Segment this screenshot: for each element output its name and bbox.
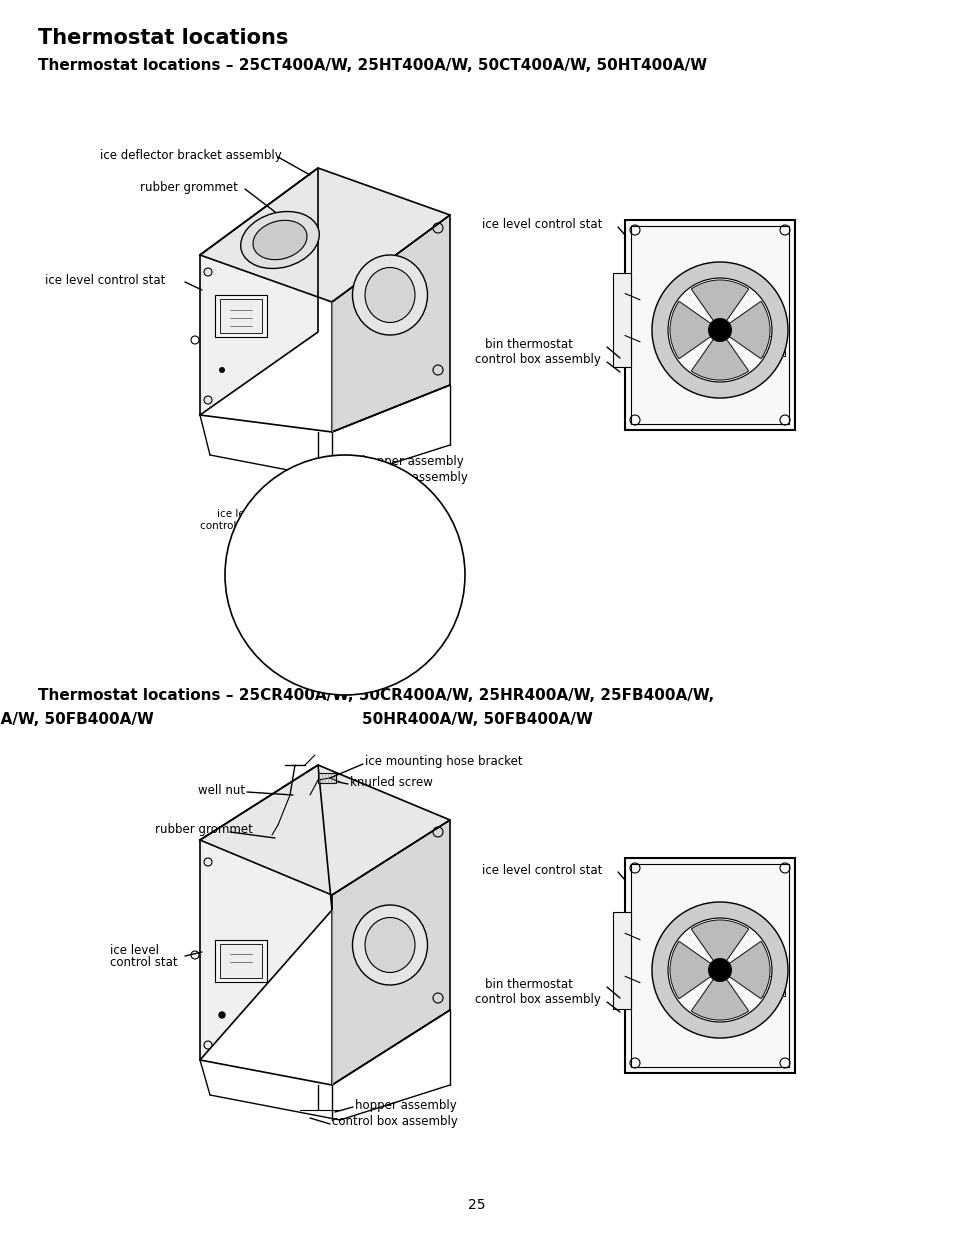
Bar [220, 944, 262, 978]
Text: Thermostat locations – 25CR400A/W, 50CR400A/W, 25HR400A/W, 25FB400A/W,: Thermostat locations – 25CR400A/W, 50CR4… [38, 688, 714, 703]
Text: hopper assembly: hopper assembly [361, 456, 463, 468]
Text: well nut: well nut [197, 783, 245, 797]
Text: control box assembly: control box assembly [475, 993, 600, 1007]
Polygon shape [200, 764, 450, 895]
Bar [613, 911, 630, 1009]
Text: Hand bend
cap tube
end to approx.
45° as shown: Hand bend cap tube end to approx. 45° as… [252, 551, 328, 595]
Text: control box assembly: control box assembly [332, 1115, 457, 1129]
Text: control box assembly: control box assembly [341, 472, 467, 484]
Wedge shape [691, 280, 748, 330]
Bar [613, 273, 630, 367]
Text: .75"
(20mm): .75" (20mm) [379, 509, 421, 531]
Polygon shape [332, 215, 450, 432]
Text: ice level control stat: ice level control stat [481, 219, 601, 231]
Text: hopper assembly: hopper assembly [355, 1098, 456, 1112]
Text: ice level
control stat: ice level control stat [200, 509, 260, 531]
Bar [630, 226, 788, 424]
Text: 25: 25 [468, 1198, 485, 1212]
Ellipse shape [253, 220, 307, 259]
Text: 50HR400A/W, 50FB400A/W: 50HR400A/W, 50FB400A/W [361, 713, 592, 727]
Text: ice level control stat: ice level control stat [481, 863, 601, 877]
Text: knurled screw: knurled screw [350, 776, 433, 788]
Text: bin thermostat: bin thermostat [484, 338, 572, 352]
Wedge shape [669, 301, 720, 358]
Wedge shape [720, 301, 769, 358]
Wedge shape [651, 902, 787, 1037]
Bar [273, 550, 417, 585]
Text: ice mounting hose bracket: ice mounting hose bracket [365, 756, 522, 768]
Text: control stat: control stat [110, 956, 177, 968]
Wedge shape [669, 941, 720, 999]
Ellipse shape [352, 905, 427, 986]
Text: rubber grommet: rubber grommet [140, 180, 237, 194]
Bar [288, 555, 313, 580]
Circle shape [707, 317, 731, 342]
Ellipse shape [352, 254, 427, 335]
Bar [317, 553, 337, 582]
Bar [760, 976, 784, 997]
Text: rubber grommet: rubber grommet [154, 824, 253, 836]
Bar [268, 545, 422, 590]
Text: ice level control stat: ice level control stat [45, 273, 165, 287]
Circle shape [707, 958, 731, 982]
Bar [630, 864, 788, 1067]
Polygon shape [200, 168, 450, 303]
Bar [624, 858, 794, 1073]
Bar [214, 295, 267, 337]
Text: ice deflector bracket assembly: ice deflector bracket assembly [100, 148, 281, 162]
Text: 50HR400A/W, 50FB400A/W: 50HR400A/W, 50FB400A/W [0, 713, 153, 727]
Bar [317, 773, 335, 783]
Polygon shape [200, 764, 332, 1060]
Ellipse shape [365, 268, 415, 322]
Wedge shape [691, 969, 748, 1020]
Ellipse shape [365, 918, 415, 972]
Circle shape [225, 454, 464, 695]
Text: ice level: ice level [110, 944, 159, 956]
Wedge shape [691, 920, 748, 969]
Polygon shape [200, 168, 317, 415]
Circle shape [219, 367, 225, 373]
Wedge shape [720, 941, 769, 999]
Text: bin thermostat: bin thermostat [484, 978, 572, 992]
Bar [624, 220, 794, 430]
Ellipse shape [240, 211, 319, 268]
Bar [214, 940, 267, 982]
Wedge shape [691, 330, 748, 380]
Text: Thermostat locations – 25CT400A/W, 25HT400A/W, 50CT400A/W, 50HT400A/W: Thermostat locations – 25CT400A/W, 25HT4… [38, 58, 706, 73]
Text: Thermostat locations: Thermostat locations [38, 28, 288, 48]
Polygon shape [332, 820, 450, 1086]
Text: 45: 45 [390, 587, 403, 597]
Bar [220, 299, 262, 333]
Circle shape [219, 1011, 225, 1018]
Wedge shape [651, 262, 787, 398]
Bar [760, 336, 784, 356]
Text: control box assembly: control box assembly [475, 353, 600, 367]
